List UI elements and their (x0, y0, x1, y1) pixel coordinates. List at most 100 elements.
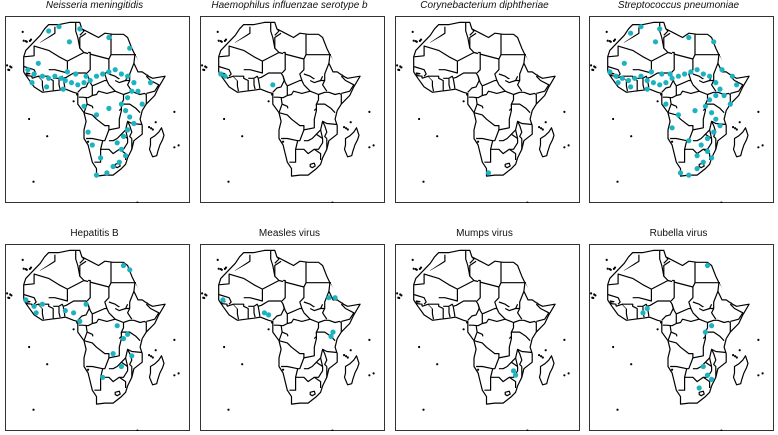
study-location-point (114, 323, 120, 329)
study-location-point (127, 267, 133, 273)
country-border (120, 357, 127, 363)
study-location-point (707, 97, 713, 103)
island-marker (282, 140, 285, 143)
island-marker (241, 363, 244, 366)
study-location-point (677, 170, 684, 176)
country-border (316, 331, 336, 342)
study-location-point (89, 142, 95, 148)
country-border (243, 289, 263, 302)
island-marker (349, 121, 352, 124)
study-location-point (694, 67, 700, 73)
country-border (295, 129, 324, 155)
country-border (438, 61, 458, 74)
study-location-point (77, 318, 83, 324)
island-marker (630, 135, 633, 138)
country-border (511, 331, 531, 342)
country-border (125, 348, 133, 367)
study-location-point (704, 135, 711, 142)
study-location-point (702, 329, 708, 335)
island-marker (606, 267, 609, 270)
country-border (83, 321, 125, 359)
island-marker (415, 40, 418, 43)
study-location-point (139, 101, 145, 107)
country-border (510, 129, 517, 135)
island-marker (594, 294, 597, 297)
study-location-point (638, 73, 644, 79)
island-marker (177, 144, 180, 147)
country-border (315, 129, 322, 135)
island-marker (28, 345, 31, 349)
study-location-point (127, 114, 133, 120)
study-location-point (77, 26, 83, 32)
africa-map (5, 244, 190, 431)
study-location-point (106, 34, 112, 41)
study-location-point (64, 69, 70, 75)
study-location-point (25, 67, 31, 73)
island-marker (612, 117, 615, 121)
island-marker (590, 64, 593, 67)
country-border (281, 51, 286, 74)
country-border (86, 279, 91, 302)
island-marker (738, 121, 741, 124)
country-border (717, 282, 733, 305)
island-marker (656, 328, 659, 331)
island-marker (563, 110, 566, 113)
island-marker (436, 135, 439, 138)
country-border (415, 74, 423, 79)
country-border (469, 256, 475, 264)
study-location-point (694, 153, 700, 159)
country-border (704, 129, 711, 135)
study-location-point (644, 86, 650, 92)
island-marker (346, 128, 349, 131)
study-location-point (58, 75, 64, 81)
island-marker (605, 258, 608, 261)
study-location-point (675, 112, 681, 118)
country-border (663, 28, 669, 36)
island-marker (591, 296, 594, 299)
island-marker (368, 110, 371, 113)
island-marker (227, 408, 230, 411)
study-location-point (702, 103, 708, 109)
island-marker (7, 68, 10, 71)
island-marker (32, 408, 35, 411)
country-border (623, 26, 640, 44)
study-location-point (692, 108, 698, 114)
island-marker (46, 363, 49, 366)
country-border (453, 72, 480, 93)
island-marker (609, 40, 612, 43)
map-panel-6: Measles virus (197, 228, 385, 431)
panel-title: Mumps virus (456, 228, 513, 239)
map-panel-2: Haemophilus influenzae serotype b (197, 0, 385, 203)
island-marker (22, 267, 25, 270)
study-location-point (222, 73, 228, 79)
island-marker (220, 268, 223, 271)
study-location-point (123, 153, 129, 159)
country-border (274, 28, 280, 36)
island-marker (29, 38, 33, 41)
island-marker (136, 201, 139, 203)
country-border (523, 54, 539, 77)
island-marker (346, 356, 349, 359)
island-marker (150, 355, 153, 358)
country-border (114, 390, 121, 397)
study-location-point (123, 108, 129, 114)
island-marker (177, 372, 180, 375)
country-border (414, 300, 421, 304)
island-marker (526, 201, 529, 203)
study-location-point (669, 125, 675, 131)
country-border (508, 332, 512, 340)
country-border (100, 357, 129, 383)
island-marker (538, 126, 541, 129)
study-location-point (270, 82, 276, 88)
island-marker (227, 180, 230, 183)
country-border (490, 357, 519, 383)
country-border (667, 93, 709, 131)
island-marker (173, 146, 176, 149)
island-marker (154, 121, 157, 124)
study-location-point (39, 301, 46, 307)
study-location-point (619, 75, 625, 81)
study-location-point (106, 69, 112, 75)
island-marker (591, 68, 594, 71)
study-location-point (734, 82, 740, 88)
study-location-point (87, 77, 93, 84)
